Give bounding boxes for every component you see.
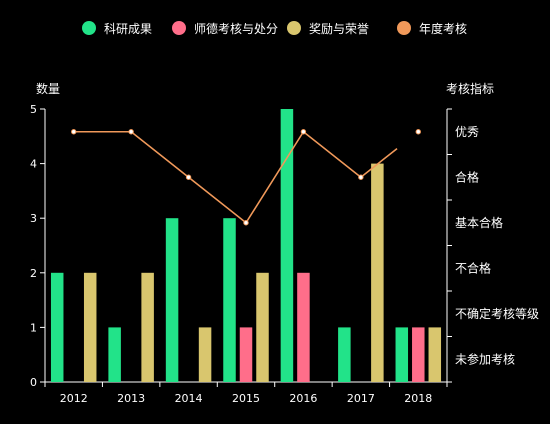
- x-axis-tick-label: 2018: [404, 392, 432, 405]
- bar[interactable]: [371, 163, 384, 382]
- bar[interactable]: [83, 272, 97, 382]
- bars[interactable]: [50, 109, 442, 382]
- right-axis-tick-label: 优秀: [455, 125, 479, 139]
- bar[interactable]: [428, 327, 442, 382]
- right-axis-tick-label: 合格: [455, 169, 479, 184]
- bar[interactable]: [395, 327, 409, 382]
- bar[interactable]: [141, 272, 154, 382]
- left-axis-tick-label: 1: [30, 321, 37, 334]
- x-axis-tick-label: 2015: [232, 392, 260, 405]
- x-axis-tick-label: 2017: [347, 392, 375, 405]
- legend-label: 奖励与荣誉: [309, 22, 369, 36]
- bar[interactable]: [280, 109, 294, 382]
- line-point[interactable]: [185, 174, 192, 180]
- x-axis-tick-label: 2016: [289, 392, 317, 405]
- bar[interactable]: [108, 327, 121, 382]
- left-axis-tick-label: 4: [30, 158, 37, 171]
- x-axis-tick-label: 2012: [60, 392, 88, 405]
- right-axis-tick-label: 不确定考核等级: [455, 306, 539, 321]
- left-axis-tick-label: 0: [30, 376, 37, 389]
- bar[interactable]: [338, 327, 351, 382]
- legend-swatch: [397, 21, 411, 35]
- bar[interactable]: [50, 272, 64, 382]
- x-axis: 2012 2013 2014 2015 2016 2017 2018: [44, 381, 448, 405]
- bar[interactable]: [239, 327, 253, 382]
- bar[interactable]: [297, 272, 310, 382]
- line-point[interactable]: [128, 129, 134, 135]
- right-axis-tick-label: 不合格: [455, 260, 491, 275]
- left-y-axis: 数量 0 1 2 3 4 5: [30, 81, 60, 389]
- right-axis-tick-label: 未参加考核: [455, 351, 515, 366]
- legend-swatch: [82, 21, 96, 35]
- bar[interactable]: [412, 327, 425, 382]
- left-axis-title: 数量: [36, 81, 60, 96]
- line-point[interactable]: [243, 220, 249, 226]
- bar[interactable]: [223, 218, 236, 382]
- right-axis-tick-label: 基本合格: [455, 215, 503, 230]
- legend-item[interactable]: 师德考核与处分: [172, 21, 278, 36]
- bar[interactable]: [198, 327, 212, 382]
- x-axis-tick-label: 2013: [117, 392, 145, 405]
- x-axis-tick-label: 2014: [175, 392, 203, 405]
- legend-label: 科研成果: [104, 22, 152, 36]
- legend-label: 年度考核: [419, 21, 467, 36]
- left-axis-tick-label: 2: [30, 267, 37, 280]
- line-point[interactable]: [358, 174, 364, 180]
- bar[interactable]: [256, 272, 269, 382]
- bar[interactable]: [165, 218, 179, 382]
- legend-item[interactable]: 科研成果: [82, 21, 152, 36]
- legend-swatch: [172, 21, 186, 35]
- legend-item[interactable]: 奖励与荣誉: [287, 21, 369, 36]
- legend-item[interactable]: 年度考核: [397, 21, 467, 36]
- left-axis-tick-label: 3: [30, 212, 37, 225]
- line-point[interactable]: [415, 129, 421, 135]
- line-point[interactable]: [71, 129, 77, 135]
- line-point[interactable]: [300, 129, 307, 135]
- right-axis-title: 考核指标: [446, 81, 494, 96]
- legend[interactable]: 科研成果 师德考核与处分 奖励与荣誉 年度考核: [82, 21, 467, 36]
- legend-label: 师德考核与处分: [194, 21, 278, 36]
- line-path: [73, 130, 398, 224]
- line-series[interactable]: [71, 129, 421, 226]
- left-axis-tick-label: 5: [30, 103, 37, 116]
- legend-swatch: [287, 21, 301, 35]
